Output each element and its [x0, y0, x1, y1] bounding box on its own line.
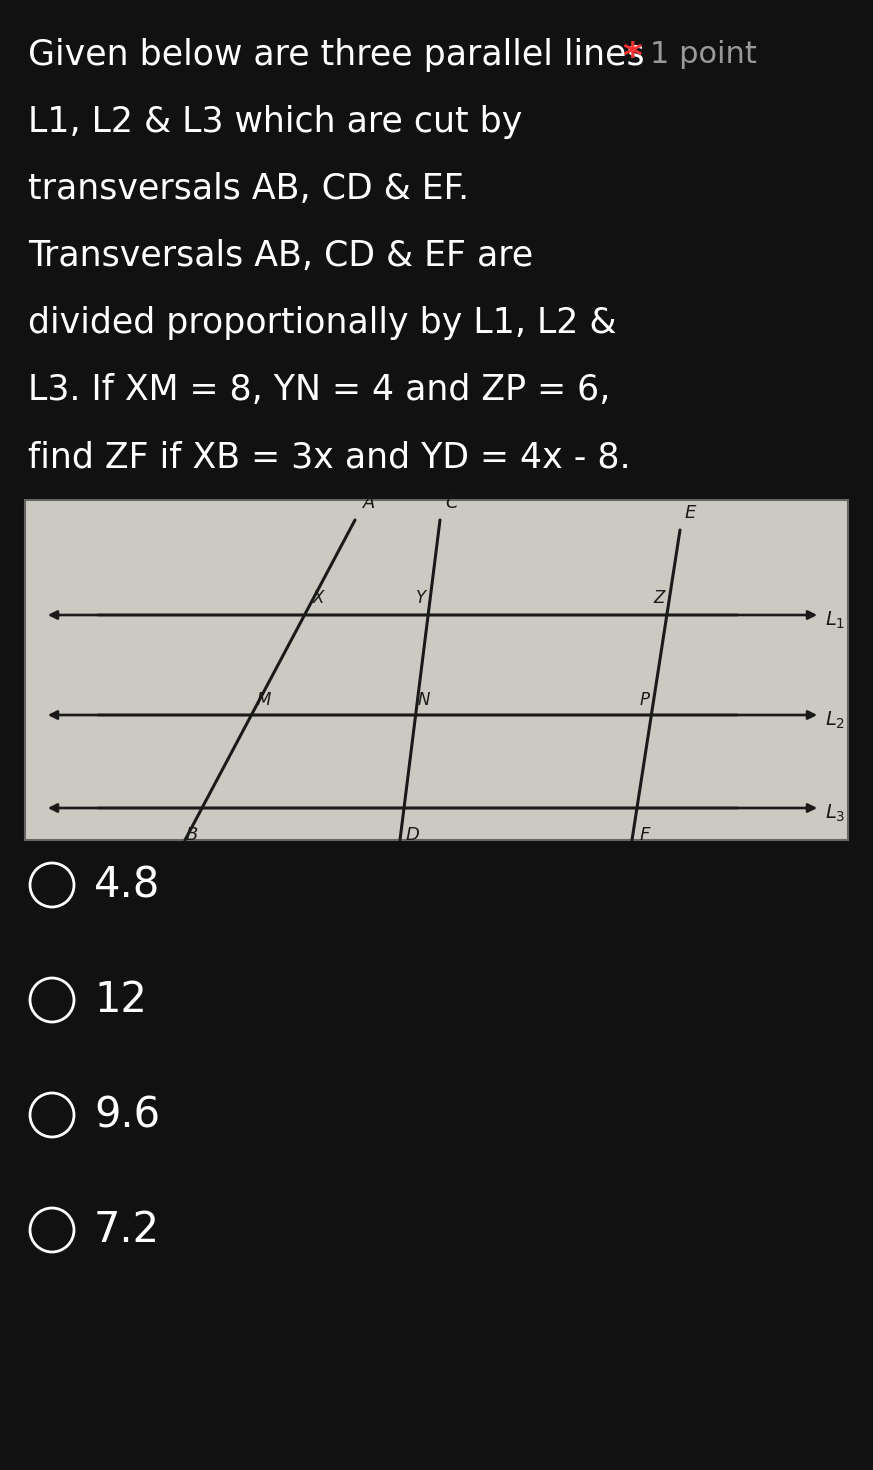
- Text: N: N: [417, 691, 430, 709]
- Circle shape: [30, 863, 74, 907]
- Text: *: *: [622, 40, 642, 76]
- Text: C: C: [445, 494, 457, 512]
- Text: $L_1$: $L_1$: [825, 610, 845, 631]
- Text: Y: Y: [416, 589, 426, 607]
- Text: 1 point: 1 point: [650, 40, 757, 69]
- Text: Transversals AB, CD & EF are: Transversals AB, CD & EF are: [28, 240, 533, 273]
- Text: 12: 12: [94, 979, 147, 1022]
- Text: divided proportionally by L1, L2 &: divided proportionally by L1, L2 &: [28, 306, 616, 340]
- Bar: [25, 500, 848, 839]
- Text: find ZF if XB = 3x and YD = 4x - 8.: find ZF if XB = 3x and YD = 4x - 8.: [28, 440, 630, 473]
- Text: $L_3$: $L_3$: [825, 803, 845, 823]
- Text: X: X: [313, 589, 324, 607]
- Text: 9.6: 9.6: [94, 1094, 160, 1136]
- Text: 4.8: 4.8: [94, 864, 161, 906]
- Text: L3. If XM = 8, YN = 4 and ZP = 6,: L3. If XM = 8, YN = 4 and ZP = 6,: [28, 373, 610, 407]
- Text: Z: Z: [654, 589, 665, 607]
- Text: F: F: [640, 826, 650, 844]
- Text: A: A: [363, 494, 375, 512]
- Text: B: B: [186, 826, 198, 844]
- Text: L1, L2 & L3 which are cut by: L1, L2 & L3 which are cut by: [28, 104, 522, 140]
- Text: $L_2$: $L_2$: [825, 710, 845, 731]
- Text: 7.2: 7.2: [94, 1208, 160, 1251]
- Circle shape: [30, 1208, 74, 1252]
- Text: transversals AB, CD & EF.: transversals AB, CD & EF.: [28, 172, 469, 206]
- Circle shape: [30, 978, 74, 1022]
- Text: Given below are three parallel lines: Given below are three parallel lines: [28, 38, 644, 72]
- Circle shape: [30, 1094, 74, 1136]
- Text: M: M: [257, 691, 271, 709]
- Text: P: P: [639, 691, 650, 709]
- Text: E: E: [685, 504, 697, 522]
- Text: D: D: [406, 826, 420, 844]
